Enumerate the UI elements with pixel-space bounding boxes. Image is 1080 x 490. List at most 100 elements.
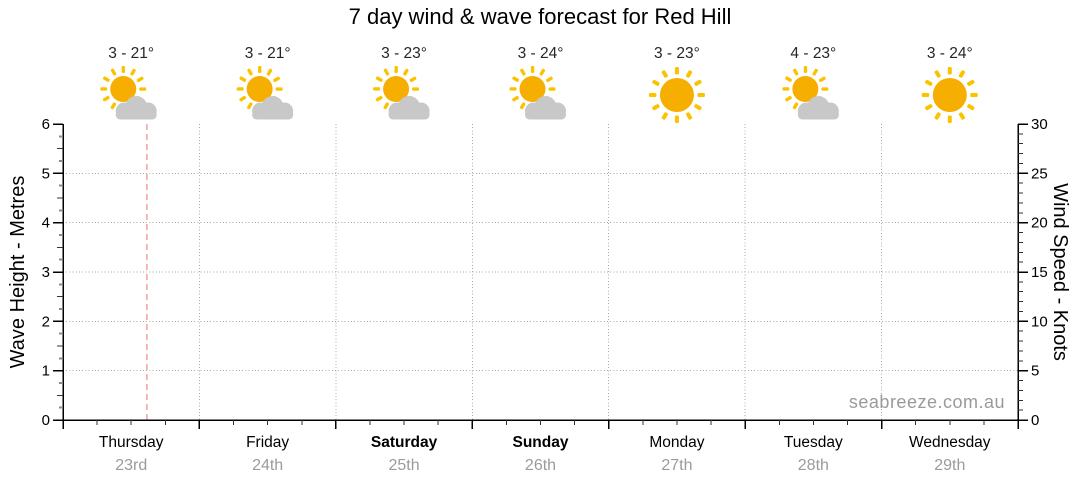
cloud-shape: [525, 110, 566, 120]
sun-ray: [373, 87, 381, 91]
wave-axis-tick-label: 0: [42, 412, 50, 429]
sun-ray: [648, 93, 657, 97]
temp-range-label: 3 - 21°: [108, 45, 154, 62]
temp-range-label: 3 - 23°: [654, 45, 700, 62]
sun-disc: [383, 76, 410, 102]
day-date-label: 27th: [661, 457, 692, 474]
day-date-label: 24th: [252, 457, 283, 474]
sun-ray: [102, 95, 110, 102]
sun-ray: [821, 87, 829, 91]
sun-ray: [934, 112, 941, 120]
partly-cloudy-icon: [782, 66, 839, 120]
sun-ray: [782, 87, 790, 91]
watermark: seabreeze.com.au: [848, 392, 1005, 412]
sun-ray: [947, 115, 952, 123]
chart-title: 7 day wind & wave forecast for Red Hill: [348, 4, 732, 29]
sun-ray: [383, 102, 390, 110]
day-name-label: Friday: [246, 434, 289, 451]
sun-ray: [512, 95, 520, 102]
partly-cloudy-icon: [236, 66, 294, 120]
cloud-shape: [115, 110, 157, 120]
sun-ray: [697, 93, 705, 97]
sun-disc: [792, 76, 819, 102]
sun-ray: [509, 87, 517, 91]
sun-ray: [239, 95, 247, 102]
partly-cloudy-icon: [509, 66, 566, 120]
sunny-icon: [921, 67, 978, 123]
sun-ray: [247, 102, 253, 110]
day-date-label: 26th: [525, 457, 556, 474]
sun-ray: [403, 68, 409, 76]
day-name-label: Saturday: [371, 434, 438, 451]
temp-range-label: 3 - 24°: [518, 45, 564, 62]
sun-ray: [694, 104, 702, 111]
sun-ray: [110, 102, 117, 110]
sun-ray: [803, 66, 808, 73]
sun-ray: [239, 76, 247, 82]
sun-ray: [139, 87, 147, 91]
wind-axis-tick-label: 15: [1031, 264, 1048, 281]
temp-range-label: 3 - 24°: [927, 45, 973, 62]
sun-ray: [383, 68, 390, 76]
sun-ray: [102, 76, 110, 82]
sun-ray: [545, 76, 553, 83]
sun-ray: [247, 68, 253, 76]
sun-disc: [932, 78, 967, 112]
sun-ray: [110, 68, 117, 76]
sun-ray: [661, 112, 668, 120]
wave-axis-tick-label: 5: [42, 165, 50, 182]
partly-cloudy-icon: [100, 66, 157, 120]
sun-ray: [792, 68, 799, 76]
sun-ray: [519, 102, 526, 110]
sun-ray: [925, 104, 933, 111]
temp-range-label: 3 - 21°: [245, 45, 291, 62]
sun-ray: [136, 76, 144, 83]
sun-ray: [548, 87, 556, 91]
sun-ray: [970, 93, 978, 97]
sun-ray: [520, 68, 526, 76]
day-name-label: Tuesday: [784, 434, 843, 451]
sun-ray: [674, 115, 679, 123]
sun-ray: [130, 68, 136, 76]
sun-ray: [266, 68, 273, 76]
wave-axis-tick-label: 3: [42, 264, 50, 281]
cloud-shape: [388, 110, 430, 120]
sun-ray: [685, 112, 693, 120]
wind-axis-tick-label: 10: [1031, 313, 1048, 330]
sun-ray: [412, 87, 420, 91]
sun-ray: [652, 104, 660, 111]
temp-range-label: 3 - 23°: [381, 45, 427, 62]
day-date-label: 25th: [389, 457, 420, 474]
sun-ray: [409, 76, 417, 83]
sun-ray: [784, 95, 792, 102]
day-name-label: Sunday: [513, 434, 569, 451]
sun-ray: [958, 70, 966, 78]
wind-axis-tick-label: 0: [1031, 412, 1039, 429]
temp-range-label: 4 - 23°: [790, 45, 836, 62]
sun-ray: [792, 102, 799, 110]
wind-axis-tick-label: 20: [1031, 215, 1048, 232]
sun-ray: [512, 76, 520, 82]
sun-ray: [925, 79, 933, 86]
sun-ray: [375, 95, 383, 102]
sun-ray: [273, 76, 281, 83]
sun-ray: [921, 93, 930, 97]
wind-axis-tick-label: 25: [1031, 165, 1048, 182]
day-name-label: Wednesday: [909, 434, 991, 451]
sun-ray: [694, 79, 702, 86]
sun-ray: [121, 66, 126, 73]
sun-ray: [812, 68, 818, 76]
sun-ray: [375, 76, 383, 82]
sun-ray: [539, 68, 546, 76]
wave-axis-title: Wave Height - Metres: [7, 176, 29, 369]
day-name-label: Thursday: [99, 434, 164, 451]
day-date-label: 29th: [934, 457, 965, 474]
sun-ray: [100, 87, 108, 91]
wave-axis-tick-label: 2: [42, 313, 50, 330]
day-date-label: 28th: [798, 457, 829, 474]
sun-ray: [652, 79, 660, 86]
wind-axis-tick-label: 30: [1031, 116, 1048, 133]
sun-disc: [659, 78, 694, 112]
